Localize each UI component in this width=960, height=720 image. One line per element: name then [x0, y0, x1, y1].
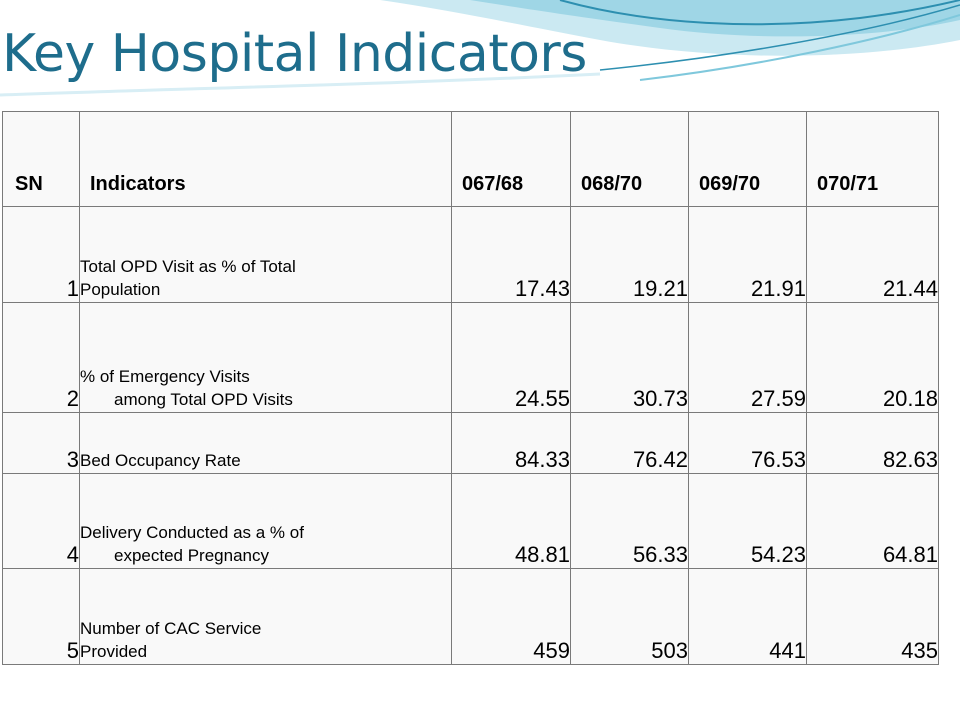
- value-cell: 84.33: [451, 412, 571, 474]
- value-cell: 76.53: [688, 412, 807, 474]
- value-cell: 21.91: [688, 206, 807, 303]
- value-cell: 56.33: [570, 473, 689, 569]
- indicator-line: among Total OPD Visits: [114, 390, 293, 410]
- value-cell: 441: [688, 568, 807, 665]
- indicators-table: SN Indicators 067/68 068/70 069/70 070/7…: [2, 111, 939, 665]
- table-row: 3 Bed Occupancy Rate 84.33 76.42 76.53 8…: [2, 412, 939, 474]
- indicator-line: Population: [80, 280, 161, 300]
- row-sn: 5: [2, 568, 80, 665]
- value-cell: 54.23: [688, 473, 807, 569]
- header-wave-decoration: [0, 0, 960, 97]
- value-cell: 21.44: [806, 206, 939, 303]
- header-year: 069/70: [688, 111, 807, 207]
- value-cell: 503: [570, 568, 689, 665]
- value-cell: 435: [806, 568, 939, 665]
- indicator-name: Bed Occupancy Rate: [79, 412, 452, 474]
- indicator-line: % of Emergency Visits: [80, 367, 250, 387]
- indicator-line: Bed Occupancy Rate: [80, 451, 241, 471]
- slide-title: Key Hospital Indicators: [2, 24, 587, 84]
- indicator-line: expected Pregnancy: [114, 546, 269, 566]
- row-sn: 2: [2, 302, 80, 413]
- value-cell: 30.73: [570, 302, 689, 413]
- indicator-line: Delivery Conducted as a % of: [80, 523, 304, 543]
- indicator-name: Total OPD Visit as % of Total Population: [79, 206, 452, 303]
- header-year: 067/68: [451, 111, 571, 207]
- value-cell: 24.55: [451, 302, 571, 413]
- header-year: 070/71: [806, 111, 939, 207]
- indicator-name: % of Emergency Visits among Total OPD Vi…: [79, 302, 452, 413]
- row-sn: 3: [2, 412, 80, 474]
- indicator-line: Provided: [80, 642, 148, 662]
- table-row: 5 Number of CAC Service Provided 459 503…: [2, 568, 939, 665]
- indicator-name: Number of CAC Service Provided: [79, 568, 452, 665]
- value-cell: 48.81: [451, 473, 571, 569]
- value-cell: 82.63: [806, 412, 939, 474]
- indicator-line: Total OPD Visit as % of Total: [80, 257, 296, 277]
- row-sn: 1: [2, 206, 80, 303]
- value-cell: 17.43: [451, 206, 571, 303]
- value-cell: 459: [451, 568, 571, 665]
- value-cell: 20.18: [806, 302, 939, 413]
- value-cell: 27.59: [688, 302, 807, 413]
- row-sn: 4: [2, 473, 80, 569]
- table-row: 4 Delivery Conducted as a % of expected …: [2, 473, 939, 569]
- table-row: 2 % of Emergency Visits among Total OPD …: [2, 302, 939, 413]
- header-year: 068/70: [570, 111, 689, 207]
- value-cell: 64.81: [806, 473, 939, 569]
- header-indicators: Indicators: [79, 111, 452, 207]
- table-row: 1 Total OPD Visit as % of Total Populati…: [2, 206, 939, 303]
- header-sn: SN: [2, 111, 80, 207]
- table-header-row: SN Indicators 067/68 068/70 069/70 070/7…: [2, 111, 939, 207]
- value-cell: 19.21: [570, 206, 689, 303]
- value-cell: 76.42: [570, 412, 689, 474]
- indicator-line: Number of CAC Service: [80, 619, 262, 639]
- indicator-name: Delivery Conducted as a % of expected Pr…: [79, 473, 452, 569]
